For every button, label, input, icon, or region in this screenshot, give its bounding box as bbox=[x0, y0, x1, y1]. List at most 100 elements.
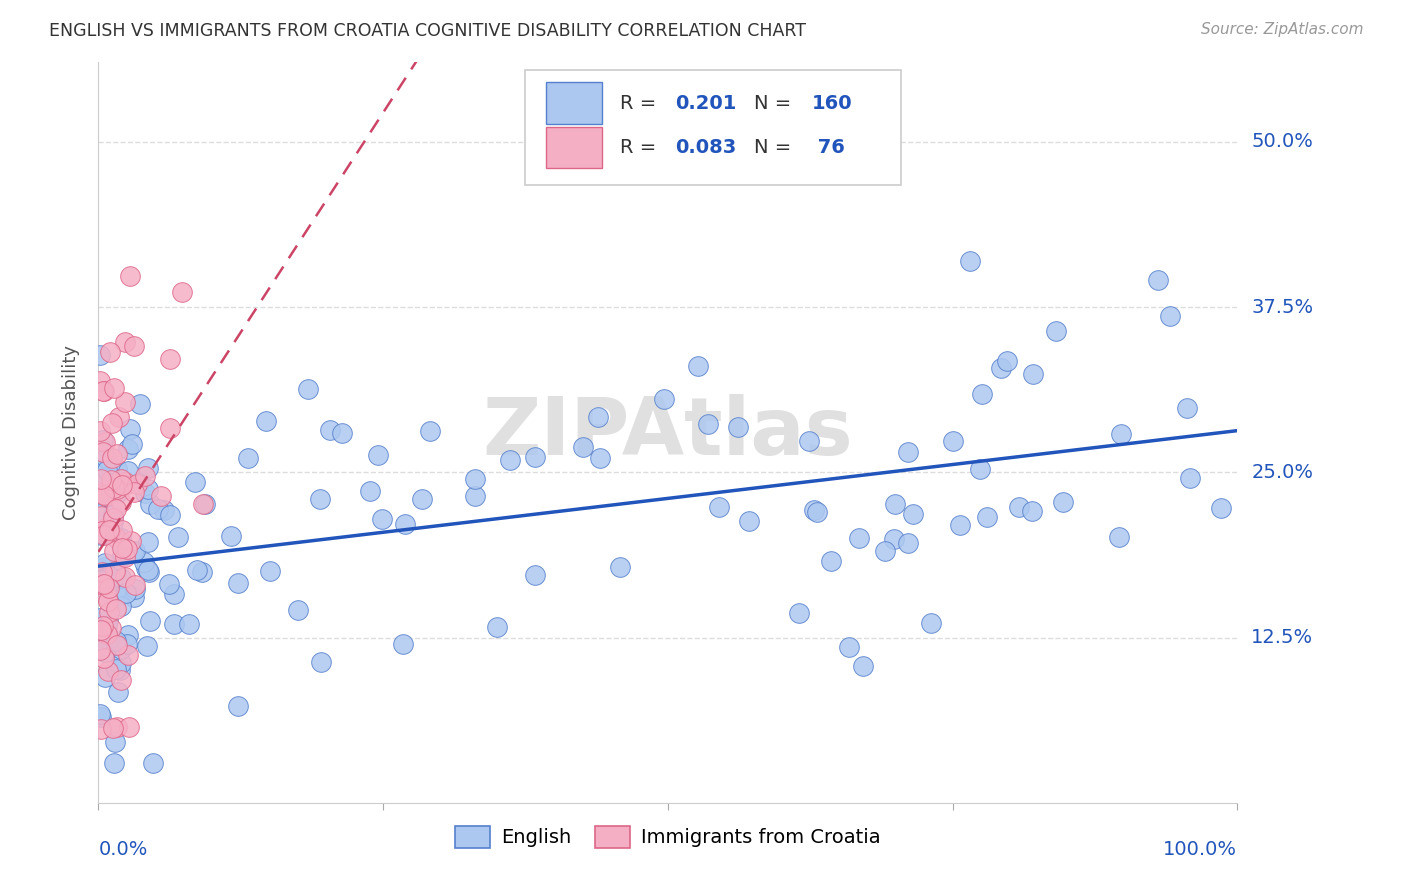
Point bbox=[105, 662, 128, 676]
Point bbox=[136, 460, 159, 475]
Point bbox=[990, 360, 1012, 375]
Point bbox=[167, 530, 190, 544]
Point bbox=[1178, 470, 1201, 484]
Point bbox=[110, 472, 132, 486]
Point bbox=[1175, 401, 1198, 415]
Point bbox=[96, 486, 118, 500]
Point bbox=[707, 500, 730, 514]
Point bbox=[1108, 530, 1130, 544]
Point bbox=[91, 434, 114, 448]
Point bbox=[186, 563, 208, 577]
Point bbox=[226, 575, 249, 590]
Point bbox=[371, 512, 394, 526]
Point bbox=[94, 556, 117, 570]
Point bbox=[97, 568, 120, 582]
Point bbox=[89, 642, 111, 657]
Point bbox=[884, 497, 907, 511]
Point bbox=[135, 561, 157, 575]
Point bbox=[93, 384, 115, 398]
Text: 37.5%: 37.5% bbox=[1251, 298, 1313, 317]
Point bbox=[287, 603, 309, 617]
Text: 0.201: 0.201 bbox=[675, 94, 737, 112]
Point bbox=[96, 463, 118, 477]
Point bbox=[90, 562, 112, 576]
Point bbox=[111, 478, 134, 492]
Point bbox=[110, 571, 132, 585]
Point bbox=[163, 587, 186, 601]
Point bbox=[111, 541, 134, 555]
Point bbox=[94, 645, 117, 659]
Point bbox=[110, 673, 132, 687]
Point bbox=[105, 566, 128, 581]
Point bbox=[111, 549, 134, 564]
Point bbox=[96, 619, 118, 633]
Point bbox=[97, 522, 120, 536]
Point bbox=[820, 554, 842, 568]
Point bbox=[124, 339, 146, 353]
Point bbox=[89, 374, 111, 388]
Point bbox=[110, 495, 132, 509]
Point bbox=[98, 345, 121, 359]
Point bbox=[97, 581, 120, 595]
Point bbox=[108, 588, 131, 602]
Point bbox=[98, 569, 121, 583]
Point bbox=[104, 564, 127, 578]
Point bbox=[652, 392, 675, 407]
Point bbox=[138, 563, 160, 577]
Point bbox=[120, 422, 142, 436]
Point bbox=[134, 486, 156, 500]
Point bbox=[139, 614, 162, 628]
Point bbox=[499, 453, 522, 467]
Point bbox=[738, 515, 761, 529]
Point bbox=[125, 476, 148, 491]
Point bbox=[90, 710, 112, 724]
Point bbox=[93, 651, 115, 665]
Point bbox=[949, 517, 972, 532]
Text: 76: 76 bbox=[811, 138, 845, 157]
Point bbox=[464, 490, 486, 504]
Point bbox=[108, 663, 131, 677]
Text: 12.5%: 12.5% bbox=[1251, 628, 1313, 647]
Point bbox=[146, 502, 169, 516]
Point bbox=[90, 574, 112, 588]
Point bbox=[117, 648, 139, 663]
Point bbox=[90, 524, 112, 539]
Point bbox=[114, 570, 136, 584]
Point bbox=[159, 351, 181, 366]
Point bbox=[588, 451, 610, 466]
Point bbox=[94, 521, 117, 535]
Point bbox=[1021, 504, 1043, 518]
Text: R =: R = bbox=[620, 94, 662, 112]
Point bbox=[1209, 501, 1232, 516]
Point bbox=[1008, 500, 1031, 514]
Point bbox=[118, 720, 141, 734]
Point bbox=[609, 560, 631, 574]
Legend: English, Immigrants from Croatia: English, Immigrants from Croatia bbox=[447, 818, 889, 856]
Point bbox=[115, 637, 138, 651]
Point bbox=[1109, 426, 1132, 441]
Point bbox=[524, 450, 547, 464]
Point bbox=[297, 382, 319, 396]
Point bbox=[976, 509, 998, 524]
Point bbox=[91, 631, 114, 645]
Point bbox=[152, 502, 174, 516]
Point bbox=[897, 536, 920, 550]
Point bbox=[134, 468, 156, 483]
Point bbox=[89, 707, 111, 722]
Point bbox=[236, 450, 259, 465]
Point bbox=[114, 478, 136, 492]
Text: 160: 160 bbox=[811, 94, 852, 112]
Text: R =: R = bbox=[620, 138, 662, 157]
Point bbox=[94, 489, 117, 503]
Point bbox=[392, 637, 415, 651]
Point bbox=[105, 447, 128, 461]
Point bbox=[97, 605, 120, 619]
Point bbox=[309, 492, 332, 507]
Point bbox=[115, 541, 138, 556]
Point bbox=[94, 489, 117, 503]
FancyBboxPatch shape bbox=[546, 127, 602, 169]
Point bbox=[117, 628, 139, 642]
Point bbox=[93, 625, 115, 640]
Point bbox=[91, 445, 114, 459]
FancyBboxPatch shape bbox=[546, 82, 602, 124]
